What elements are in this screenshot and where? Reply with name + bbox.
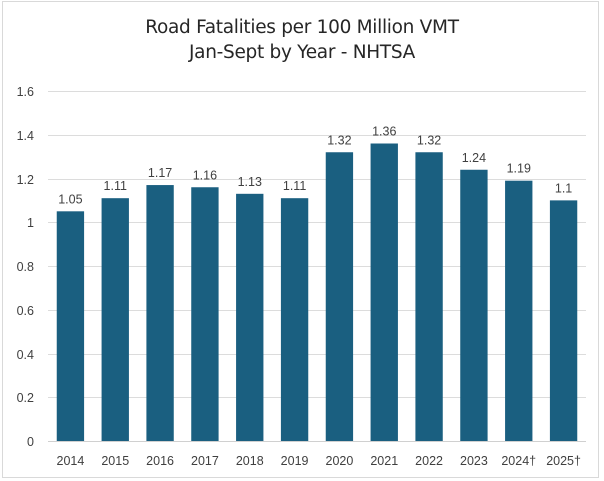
x-tick-label: 2022 — [415, 454, 443, 468]
bar — [370, 143, 398, 441]
x-tick-label: 2023 — [460, 454, 488, 468]
bar — [415, 152, 443, 441]
x-tick-label: 2014 — [57, 454, 85, 468]
x-tick-label: 2020 — [326, 454, 354, 468]
x-tick-label: 2025† — [546, 454, 581, 468]
bar — [325, 152, 354, 441]
bar — [460, 169, 488, 441]
chart-title: Road Fatalities per 100 Million VMT — [145, 17, 459, 38]
y-axis: 0 0.2 0.4 0.6 0.8 1 1.2 1.4 1.6 — [17, 85, 34, 449]
bar — [549, 200, 578, 441]
chart-subtitle: Jan-Sept by Year - NHTSA — [189, 42, 415, 63]
bar — [191, 187, 219, 441]
x-tick-label: 2015 — [101, 454, 129, 468]
bar — [505, 180, 533, 441]
y-tick-label: 1.2 — [17, 173, 34, 187]
data-label: 1.11 — [283, 179, 306, 193]
data-label: 1.24 — [462, 151, 486, 165]
gridlines — [48, 91, 586, 442]
x-tick-label: 2019 — [281, 454, 309, 468]
data-label: 1.36 — [372, 125, 396, 139]
y-tick-label: 0.2 — [17, 391, 34, 405]
data-label: 1.16 — [193, 168, 217, 182]
bar — [280, 198, 309, 441]
bar — [56, 211, 85, 441]
bar — [236, 193, 264, 441]
y-tick-label: 0.6 — [17, 304, 34, 318]
data-label: 1.17 — [148, 166, 172, 180]
data-label: 1.05 — [58, 192, 82, 206]
data-label: 1.32 — [417, 133, 441, 147]
x-tick-label: 2024† — [501, 454, 536, 468]
bar — [146, 185, 174, 441]
y-tick-label: 0.8 — [17, 260, 34, 274]
x-tick-label: 2016 — [146, 454, 174, 468]
y-tick-label: 1 — [27, 216, 34, 230]
y-tick-label: 0.4 — [17, 348, 34, 362]
y-tick-label: 1.6 — [17, 85, 34, 99]
data-label: 1.1 — [555, 181, 572, 195]
y-tick-label: 1.4 — [17, 129, 34, 143]
x-tick-label: 2017 — [191, 454, 219, 468]
y-tick-label: 0 — [27, 435, 34, 449]
x-axis: 2014 2015 2016 2017 2018 2019 2020 2021 2022 2023… — [57, 454, 581, 468]
x-tick-label: 2021 — [370, 454, 398, 468]
bars — [56, 143, 578, 441]
data-label: 1.13 — [238, 175, 262, 189]
data-label: 1.11 — [104, 179, 127, 193]
data-labels: 1.05 1.11 1.17 1.16 1.13 1.11 1.32 1.36 1.32 1.24… — [58, 125, 572, 207]
data-label: 1.32 — [327, 133, 351, 147]
data-label: 1.19 — [507, 162, 531, 176]
x-tick-label: 2018 — [236, 454, 264, 468]
bar — [101, 198, 129, 441]
